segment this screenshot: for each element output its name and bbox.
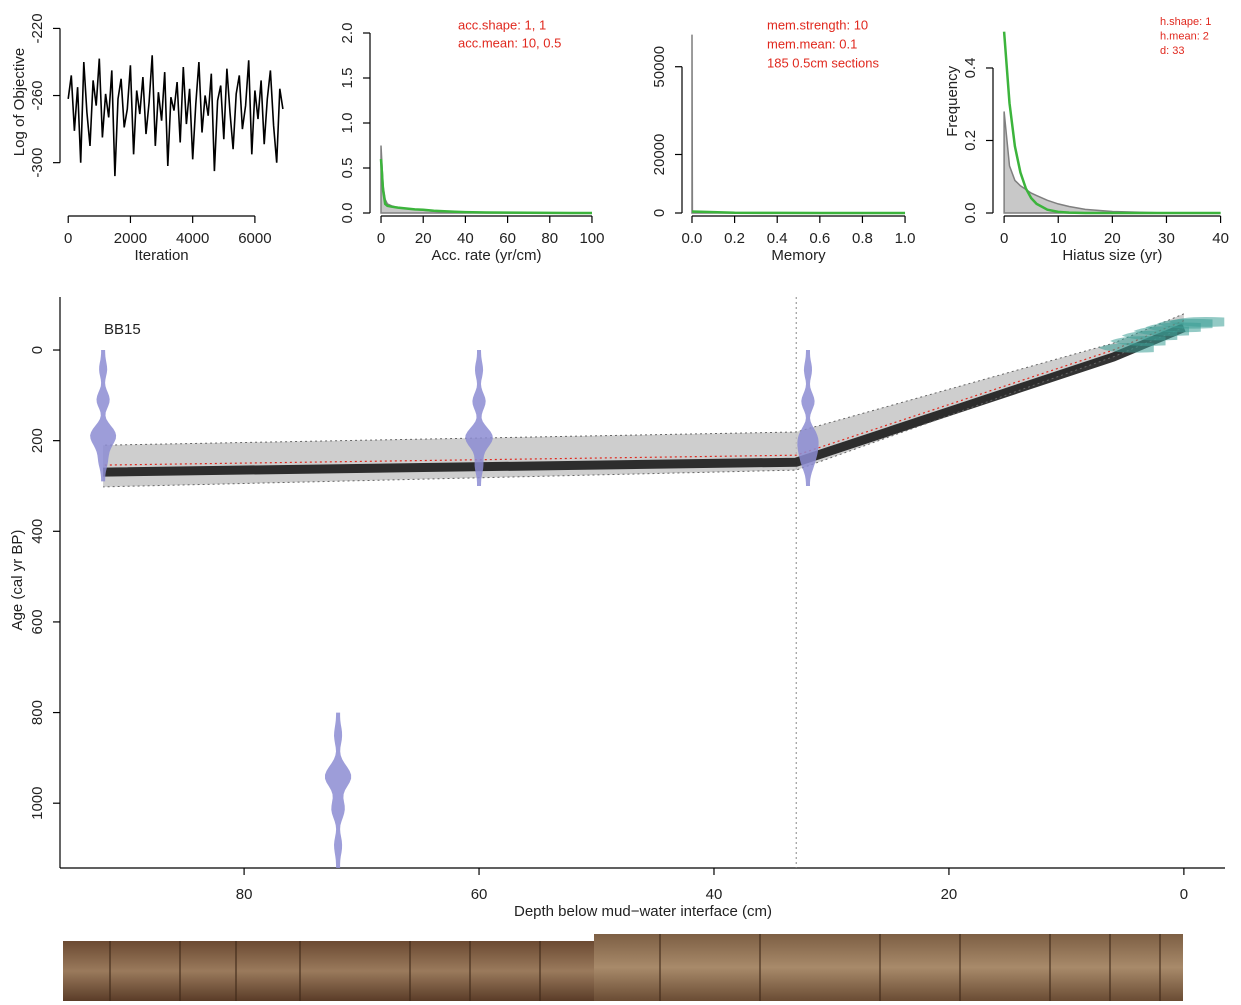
y-tick-label: 2.0	[339, 23, 356, 44]
x-tick-label: 0	[1000, 230, 1008, 247]
annotation: h.shape: 1	[1160, 16, 1211, 28]
trace	[67, 55, 284, 177]
x-tick-label: 40	[1212, 230, 1229, 247]
x-tick-label: 80	[541, 230, 558, 247]
core-left	[63, 941, 594, 1001]
x-tick-label: 10	[1050, 230, 1067, 247]
y-tick-label: -260	[29, 81, 46, 111]
annotation: acc.shape: 1, 1	[458, 17, 546, 32]
calibrated-date	[465, 350, 493, 486]
calibrated-date	[90, 350, 117, 482]
y-tick-label: 0.0	[962, 203, 979, 224]
y-tick-label: 0.2	[962, 130, 979, 151]
x-tick-label: 0	[377, 230, 385, 247]
y-axis-label: Log of Objective	[11, 48, 28, 156]
y-axis-label: Age (cal yr BP)	[9, 530, 26, 631]
y-tick-label: -300	[29, 148, 46, 178]
density-line	[691, 210, 905, 215]
core-photo	[63, 934, 1183, 1001]
x-tick-label: 30	[1158, 230, 1175, 247]
y-tick-label: 1000	[29, 787, 46, 820]
y-tick-label: 0.5	[339, 158, 356, 179]
model-min	[103, 313, 1185, 446]
x-tick-label: 40	[706, 886, 723, 903]
x-tick-label: 0	[64, 230, 72, 247]
x-tick-label: 60	[471, 886, 488, 903]
x-tick-label: 0.8	[852, 230, 873, 247]
x-tick-label: 2000	[114, 230, 147, 247]
density-area	[1003, 111, 1221, 214]
annotation: mem.strength: 10	[767, 17, 868, 32]
x-tick-label: 20	[415, 230, 432, 247]
y-tick-label: 1.0	[339, 113, 356, 134]
x-tick-label: 100	[579, 230, 604, 247]
calibrated-date	[325, 712, 352, 868]
x-tick-label: 0	[1180, 886, 1188, 903]
annotation: 185 0.5cm sections	[767, 55, 880, 70]
density-line	[379, 158, 592, 215]
annotation: mem.mean: 0.1	[767, 36, 857, 51]
x-tick-label: 0.6	[809, 230, 830, 247]
y-tick-label: 1.5	[339, 68, 356, 89]
x-tick-label: 0.0	[682, 230, 703, 247]
calibrated-date	[797, 350, 819, 486]
y-tick-label: 200	[29, 428, 46, 453]
y-tick-label: -220	[29, 13, 46, 43]
x-tick-label: 20	[1104, 230, 1121, 247]
x-axis-label: Depth below mud−water interface (cm)	[514, 903, 772, 920]
x-axis-label: Acc. rate (yr/cm)	[431, 247, 541, 264]
annotation: d: 33	[1160, 45, 1184, 57]
annotation: h.mean: 2	[1160, 30, 1209, 42]
x-tick-label: 40	[457, 230, 474, 247]
y-tick-label: 20000	[651, 134, 668, 176]
x-axis-label: Hiatus size (yr)	[1062, 247, 1162, 264]
y-tick-label: 800	[29, 700, 46, 725]
x-axis-label: Iteration	[134, 247, 188, 264]
y-tick-label: 0	[651, 209, 668, 217]
density-area	[380, 145, 592, 214]
x-tick-label: 0.4	[767, 230, 788, 247]
x-tick-label: 4000	[176, 230, 209, 247]
x-tick-label: 0.2	[724, 230, 745, 247]
x-tick-label: 6000	[238, 230, 271, 247]
core-layers	[109, 934, 1161, 1001]
x-tick-label: 1.0	[895, 230, 916, 247]
x-tick-label: 80	[236, 886, 253, 903]
x-axis-label: Memory	[771, 247, 826, 264]
y-tick-label: 0.0	[339, 203, 356, 224]
y-tick-label: 0	[29, 346, 46, 354]
density-line	[1002, 31, 1221, 215]
core-title: BB15	[104, 321, 141, 338]
y-tick-label: 600	[29, 609, 46, 634]
y-tick-label: 400	[29, 519, 46, 544]
annotation: acc.mean: 10, 0.5	[458, 35, 561, 50]
y-tick-label: 0.4	[962, 58, 979, 79]
model-band	[103, 313, 1184, 487]
pb210-date	[1098, 342, 1154, 353]
x-tick-label: 20	[941, 886, 958, 903]
y-axis-label: Frequency	[944, 65, 961, 136]
x-tick-label: 60	[499, 230, 516, 247]
core-right	[594, 934, 1183, 1001]
y-tick-label: 50000	[651, 46, 668, 88]
